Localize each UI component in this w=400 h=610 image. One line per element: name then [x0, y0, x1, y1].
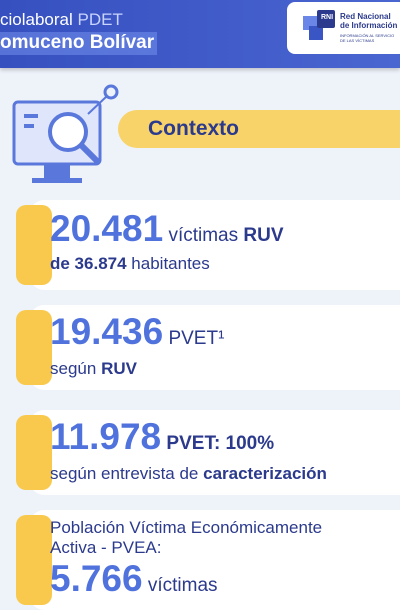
title-suffix: PDET	[77, 10, 123, 29]
card-line: de 36.874 habitantes	[50, 254, 210, 274]
logo-tagline: INFORMACIÓN AL SERVICIO	[340, 33, 395, 38]
card-text: según entrevista de	[50, 464, 199, 483]
card-number: 11.978	[50, 416, 162, 457]
card-line: según entrevista de caracterización	[50, 464, 327, 484]
card-headline: 19.436 PVET¹	[50, 311, 224, 353]
card-text: Activa - PVEA:	[50, 538, 162, 557]
logo: RNI Red Nacional de Información INFORMAC…	[287, 2, 400, 54]
logo-name: Red Nacional	[340, 12, 391, 21]
card-text: caracterización	[203, 464, 327, 483]
title-part: ciolaboral	[0, 10, 73, 29]
header: ciolaboral PDET omuceno Bolívar RNI Red …	[0, 0, 400, 68]
card-headline: 20.481 víctimas RUV	[50, 208, 284, 250]
header-subtitle: omuceno Bolívar	[0, 32, 158, 55]
card-icon	[16, 205, 52, 285]
card-text: PVET¹	[168, 328, 225, 349]
card-number: 19.436	[50, 311, 164, 352]
logo-name: de Información	[340, 21, 398, 30]
card-text: RUV	[243, 225, 284, 246]
card-text: de 36.874	[50, 254, 127, 273]
logo-tagline: DE LAS VÍCTIMAS	[340, 38, 375, 43]
card-icon	[16, 515, 52, 605]
card-text: PVET: 100%	[166, 433, 275, 454]
section-pill: Contexto	[118, 110, 400, 148]
card-number: 5.766	[50, 558, 143, 599]
card-text: habitantes	[131, 254, 210, 273]
card-headline: 5.766 víctimas	[50, 558, 218, 600]
card: 20.481 víctimas RUV de 36.874 habitantes	[16, 200, 400, 290]
card-headline: 11.978 PVET: 100%	[50, 416, 274, 458]
card-number: 20.481	[50, 208, 164, 249]
card: 19.436 PVET¹ según RUV	[16, 305, 400, 390]
card-text: víctimas	[168, 225, 239, 246]
section-title: Contexto	[148, 117, 239, 140]
card-text: RUV	[101, 359, 137, 378]
card-text: según	[50, 359, 97, 378]
logo-mark	[303, 10, 335, 40]
header-title: ciolaboral PDET	[0, 10, 123, 30]
context-icon	[12, 84, 119, 183]
logo-badge: RNI	[321, 14, 334, 21]
card-text: Población Víctima Económicamente	[50, 518, 323, 537]
card: Población Víctima Económicamente Activa …	[16, 510, 400, 610]
card-icon	[16, 415, 52, 490]
card: 11.978 PVET: 100% según entrevista de ca…	[16, 410, 400, 495]
card-line: según RUV	[50, 359, 137, 379]
card-icon	[16, 310, 52, 385]
card-text: víctimas	[147, 575, 218, 596]
